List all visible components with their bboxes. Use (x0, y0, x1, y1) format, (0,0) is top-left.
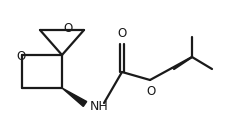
Text: O: O (117, 27, 127, 40)
Text: NH: NH (90, 99, 109, 112)
Polygon shape (62, 88, 87, 107)
Text: O: O (16, 49, 26, 62)
Text: O: O (146, 85, 156, 98)
Text: O: O (63, 21, 73, 34)
